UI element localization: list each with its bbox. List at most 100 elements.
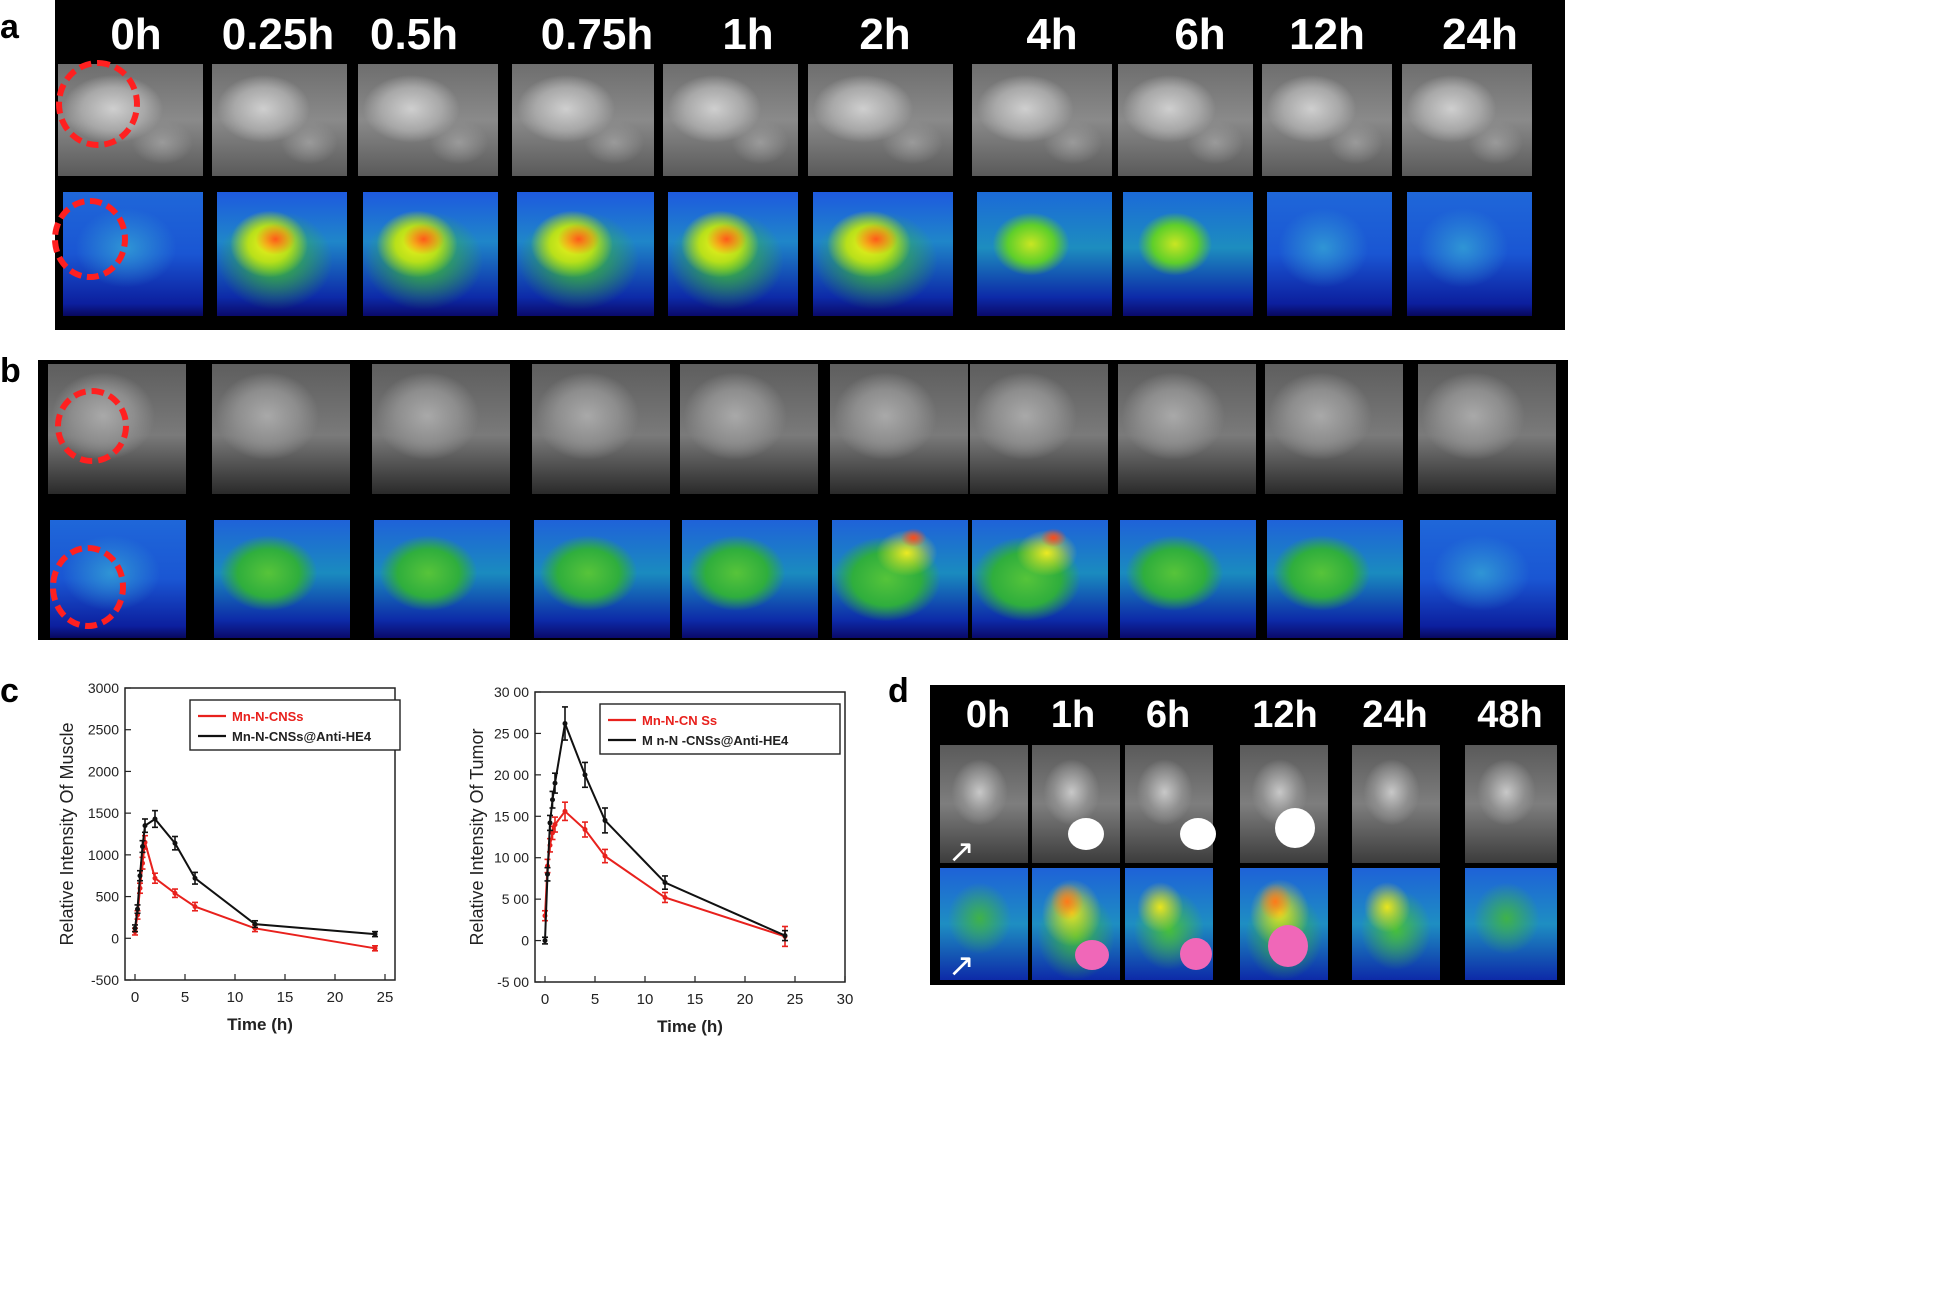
panel-d-time-label: 6h — [1145, 694, 1191, 736]
panel-a-time-label: 0.25h — [221, 10, 335, 59]
panel-a-heatmap-image — [217, 192, 347, 316]
panel-d-heatmap-image — [1352, 868, 1440, 980]
panel-d-time-label: 12h — [1252, 694, 1318, 736]
panel-label-d: d — [888, 672, 909, 710]
data-point — [562, 808, 568, 814]
panel-b-heatmap-image — [682, 520, 818, 638]
panel-b-t1-image — [212, 364, 350, 494]
series-line — [544, 719, 786, 941]
panel-a-time-label: 24h — [1442, 10, 1518, 59]
data-point — [172, 890, 178, 896]
tumor-roi-circle — [56, 60, 140, 148]
data-point — [137, 873, 143, 879]
y-tick-label: 3000 — [88, 680, 119, 696]
panel-d-t1-image — [940, 745, 1028, 863]
panel-a-t1-image — [512, 64, 654, 176]
plot-frame — [124, 687, 396, 981]
data-point — [192, 904, 198, 910]
panel-a-heatmap-image — [813, 192, 953, 316]
panel-d-t1-image — [1352, 745, 1440, 863]
arrow-icon: ↗ — [948, 947, 975, 983]
muscle-intensity-chart: 0 5 10 15 20 25 -500 0 500 1000 1500 2000 2500 3000 Ti… — [57, 680, 401, 1034]
panel-a-heatmap-image — [363, 192, 498, 316]
panel-b-heatmap-image — [1267, 520, 1403, 638]
panel-d-heatmap-image — [940, 868, 1028, 980]
data-point — [172, 840, 178, 846]
panel-b-heatmap-image — [1420, 520, 1556, 638]
data-point — [135, 906, 140, 912]
data-point — [192, 875, 198, 881]
data-point — [552, 780, 558, 786]
x-tick-label: 5 — [591, 991, 599, 1008]
series-line — [544, 809, 786, 938]
x-tick-label: 15 — [687, 991, 704, 1008]
panel-a-t1-image — [808, 64, 953, 176]
data-point — [602, 853, 608, 859]
x-tick-label: 5 — [181, 989, 189, 1006]
bladder-signal — [1180, 818, 1216, 850]
x-axis-label: Time (h) — [227, 1015, 293, 1034]
series-line — [134, 817, 376, 936]
y-tick-label: -500 — [91, 972, 119, 988]
plot-frame — [534, 691, 846, 983]
panel-d-time-label: 0h — [965, 694, 1011, 736]
panel-b-heatmap-image — [832, 520, 968, 638]
x-tick-label: 25 — [787, 991, 804, 1008]
panel-b-t1-image — [680, 364, 818, 494]
legend-box — [599, 703, 841, 755]
y-axis-label: Relative Intensity Of Muscle — [57, 722, 77, 945]
panel-a-heatmap-image — [668, 192, 798, 316]
panel-a-heatmap-image — [1267, 192, 1392, 316]
tumor-intensity-chart: 0 5 10 15 20 25 30 -5 00 0 5 00 10 00 15 00 20 00 25 … — [467, 684, 853, 1036]
x-tick-label: 10 — [637, 991, 654, 1008]
data-point — [582, 827, 588, 833]
y-tick-label: 1500 — [88, 805, 119, 821]
x-tick-label: 15 — [277, 989, 294, 1006]
x-tick-label: 0 — [131, 989, 139, 1006]
y-tick-label: 1000 — [88, 847, 119, 863]
panel-b-heatmap-image — [534, 520, 670, 638]
panel-a-time-label: 0.75h — [540, 10, 654, 59]
panel-a-time-label: 0h — [110, 10, 162, 59]
panel-a-time-label: 0.5h — [369, 10, 459, 59]
legend-label: Mn-N-CNSs@Anti-HE4 — [232, 729, 372, 744]
panel-b-t1-image — [1118, 364, 1256, 494]
panel-a-t1-image — [1402, 64, 1532, 176]
panel-a-t1-image — [972, 64, 1112, 176]
panel-d-time-label: 48h — [1477, 694, 1543, 736]
panel-b-heatmap-image — [374, 520, 510, 638]
panel-a-heatmap-image — [1407, 192, 1532, 316]
data-point — [552, 822, 558, 828]
panel-a-time-label: 1h — [722, 10, 774, 59]
panel-a-heatmap-image — [517, 192, 654, 316]
panel-a-heatmap-image — [977, 192, 1112, 316]
legend-label: M n-N -CNSs@Anti-HE4 — [642, 733, 789, 748]
tumor-signal — [1075, 940, 1109, 970]
panel-label-b: b — [0, 352, 21, 390]
data-point — [582, 772, 588, 778]
data-point — [662, 880, 668, 886]
data-point — [140, 844, 145, 850]
data-point — [152, 875, 158, 881]
data-point — [372, 945, 378, 951]
data-point — [142, 823, 148, 829]
panel-a-t1-image — [663, 64, 798, 176]
panel-b-t1-image — [532, 364, 670, 494]
panel-a-time-label: 4h — [1026, 10, 1078, 59]
legend-label: Mn-N-CN Ss — [642, 713, 717, 728]
panel-a-t1-image — [212, 64, 347, 176]
panel-label-a: a — [0, 8, 19, 46]
panel-b-t1-image — [1418, 364, 1556, 494]
y-tick-label: 2000 — [88, 763, 119, 779]
panel-b-t1-image — [372, 364, 510, 494]
tumor-signal — [1180, 938, 1212, 970]
data-point — [602, 817, 608, 823]
x-tick-label: 10 — [227, 989, 244, 1006]
data-point — [152, 816, 158, 822]
y-tick-label: 500 — [96, 889, 120, 905]
bladder-signal — [1068, 818, 1104, 850]
y-tick-label: 25 00 — [494, 725, 529, 741]
x-tick-label: 20 — [737, 991, 754, 1008]
panel-b-heatmap-image — [972, 520, 1108, 638]
arrow-icon: ↗ — [948, 833, 975, 869]
